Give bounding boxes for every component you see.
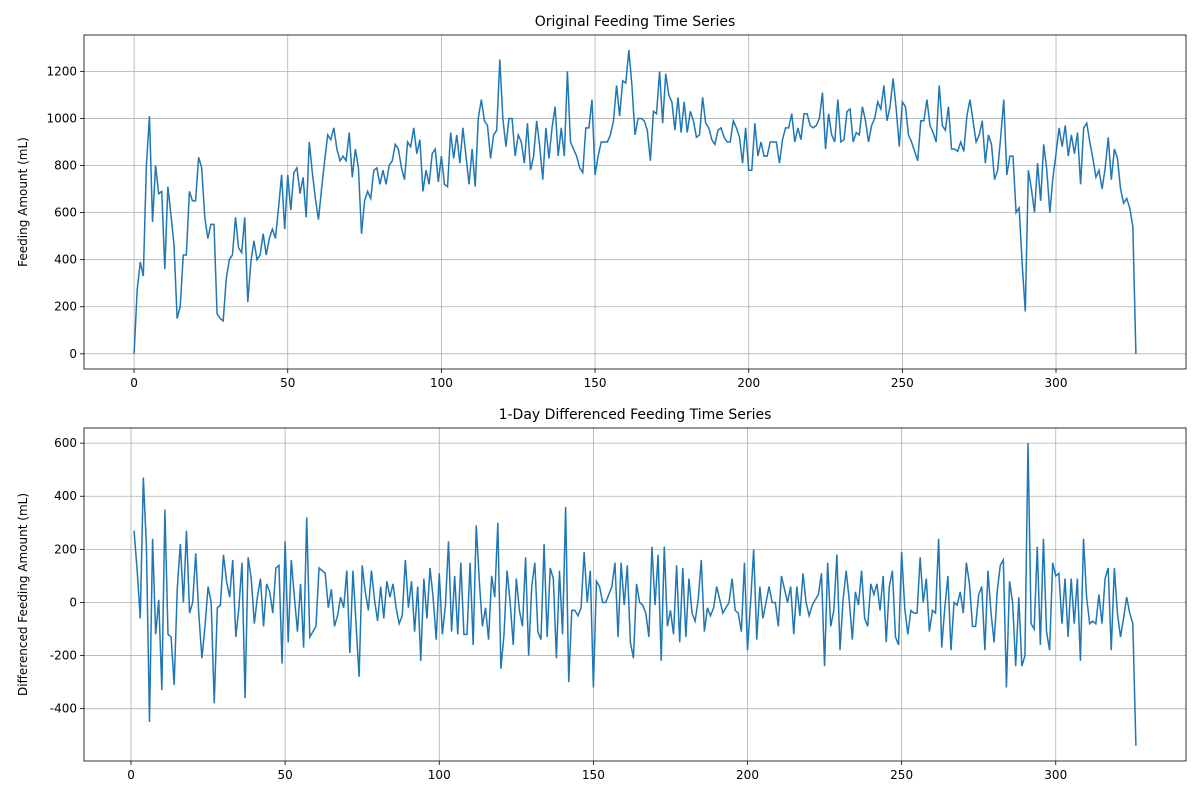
x-tick-label: 0 (130, 376, 138, 390)
y-axis-label: Differenced Feeding Amount (mL) (16, 493, 30, 696)
y-tick-label: 1000 (46, 111, 77, 125)
plot-area (84, 428, 1186, 761)
plot-area (84, 35, 1186, 369)
x-tick-label: 150 (584, 376, 607, 390)
y-axis-label: Feeding Amount (mL) (16, 137, 30, 267)
y-tick-label: 800 (54, 159, 77, 173)
x-tick-label: 100 (428, 768, 451, 782)
y-tick-label: 200 (54, 542, 77, 556)
x-tick-label: 50 (277, 768, 292, 782)
y-tick-label: 400 (54, 253, 77, 267)
data-line (133, 50, 1137, 354)
x-tick-label: 300 (1044, 768, 1067, 782)
y-tick-label: 0 (69, 595, 77, 609)
data-line (133, 443, 1137, 746)
x-tick-label: 300 (1045, 376, 1068, 390)
axes-frame (83, 34, 1187, 370)
x-tick-label: 200 (737, 376, 760, 390)
x-tick-label: 200 (736, 768, 759, 782)
y-tick-label: 400 (54, 489, 77, 503)
x-tick-label: 100 (430, 376, 453, 390)
y-tick-label: 200 (54, 300, 77, 314)
y-tick-label: -200 (50, 649, 77, 663)
y-tick-label: 600 (54, 206, 77, 220)
y-tick-label: -400 (50, 702, 77, 716)
x-tick-label: 0 (127, 768, 135, 782)
chart-title: Original Feeding Time Series (535, 14, 736, 30)
x-tick-label: 150 (582, 768, 605, 782)
x-tick-label: 250 (890, 768, 913, 782)
y-tick-label: 600 (54, 436, 77, 450)
y-tick-label: 0 (69, 347, 77, 361)
x-tick-label: 50 (280, 376, 295, 390)
x-tick-label: 250 (891, 376, 914, 390)
y-tick-label: 1200 (46, 64, 77, 78)
chart-title: 1-Day Differenced Feeding Time Series (499, 407, 772, 423)
axes-frame (83, 427, 1187, 762)
